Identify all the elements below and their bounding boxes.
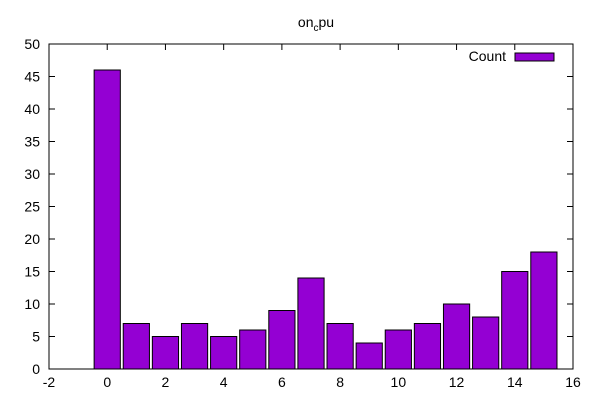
bar	[122, 323, 150, 370]
y-tick-label: 20	[24, 231, 40, 247]
y-tick-label: 0	[32, 361, 40, 377]
chart-title: oncpu	[298, 14, 334, 34]
x-tick-label: 0	[103, 374, 111, 390]
x-tick-label: 6	[278, 374, 286, 390]
x-tick-label: -2	[43, 374, 56, 390]
y-tick-label: 10	[24, 296, 40, 312]
y-tick-label: 40	[24, 101, 40, 117]
chart-title-suffix: pu	[319, 14, 335, 30]
bar	[472, 316, 500, 370]
bar	[239, 329, 267, 370]
bar	[93, 69, 121, 370]
y-tick-label: 15	[24, 264, 40, 280]
y-tick-label: 35	[24, 134, 40, 150]
bar	[297, 277, 325, 370]
legend-label-count: Count	[469, 48, 506, 64]
bar	[326, 323, 354, 370]
bar	[151, 336, 180, 370]
bar	[413, 323, 442, 370]
x-tick-label: 14	[507, 374, 523, 390]
y-tick-label: 25	[24, 199, 40, 215]
bar	[442, 303, 471, 370]
bar	[268, 310, 296, 370]
bar	[355, 342, 383, 370]
x-tick-label: 10	[391, 374, 407, 390]
plot-frame	[48, 43, 574, 370]
bar	[180, 323, 209, 370]
y-tick-label: 5	[32, 329, 40, 345]
x-tick-label: 2	[162, 374, 170, 390]
bar	[530, 251, 558, 370]
x-tick-label: 16	[565, 374, 581, 390]
y-tick-label: 45	[24, 69, 40, 85]
x-tick-label: 8	[336, 374, 344, 390]
x-tick-label: 12	[449, 374, 465, 390]
bar	[210, 336, 238, 370]
chart-title-main: on	[298, 14, 314, 30]
bars	[93, 69, 558, 370]
chart-title-subscript: c	[314, 23, 319, 34]
y-tick-label: 30	[24, 166, 40, 182]
bar	[384, 329, 412, 370]
legend: Count	[469, 48, 555, 64]
x-tick-label: 4	[220, 374, 228, 390]
bar	[501, 271, 529, 370]
y-tick-label: 50	[24, 36, 40, 52]
legend-swatch-count	[514, 52, 555, 62]
